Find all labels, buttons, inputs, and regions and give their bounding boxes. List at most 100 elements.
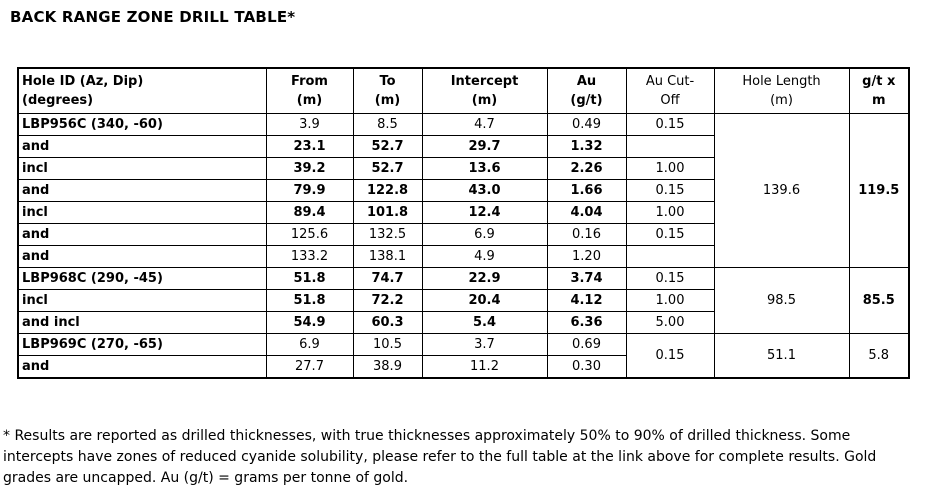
hole-id-cell: and xyxy=(17,179,267,202)
column-header-au: Au (g/t) xyxy=(546,67,627,114)
value-cell: 4.04 xyxy=(546,201,627,224)
column-header-from: From (m) xyxy=(265,67,354,114)
value-cell: 1.66 xyxy=(546,179,627,202)
value-cell xyxy=(625,135,715,158)
value-cell: 3.74 xyxy=(546,267,627,290)
value-cell: 101.8 xyxy=(352,201,423,224)
value-cell: 8.5 xyxy=(352,113,423,136)
hole-id-cell: and xyxy=(17,245,267,268)
hole-id-cell: and xyxy=(17,135,267,158)
value-cell: 1.00 xyxy=(625,157,715,180)
value-cell: 3.9 xyxy=(265,113,354,136)
table-row: and 23.1 52.7 29.7 1.32 xyxy=(17,135,909,158)
value-cell: 2.26 xyxy=(546,157,627,180)
value-cell: 0.15 xyxy=(625,223,715,246)
value-cell: 60.3 xyxy=(352,311,423,334)
value-cell: 52.7 xyxy=(352,135,423,158)
hole-id-cell: LBP969C (270, -65) xyxy=(17,333,267,356)
value-cell: 11.2 xyxy=(421,355,548,378)
hole-id-cell: LBP968C (290, -45) xyxy=(17,267,267,290)
value-cell: 3.7 xyxy=(421,333,548,356)
drill-table-body: LBP956C (340, -60) 3.9 8.5 4.7 0.49 0.15 139.6… xyxy=(17,113,910,378)
column-header-hole-length: Hole Length (m) xyxy=(713,67,850,114)
value-cell: 51.8 xyxy=(265,289,354,312)
header-row: Hole ID (Az, Dip) (degrees) From (m) To (m) In… xyxy=(17,67,910,114)
table-row: LBP969C (270, -65) 6.9 10.5 3.7 0.69 0.15 51.1… xyxy=(17,333,910,378)
table-row: LBP956C (340, -60) 3.9 8.5 4.7 0.49 0.15 139.6… xyxy=(17,113,910,268)
value-cell: 4.12 xyxy=(546,289,627,312)
value-cell: 0.15 xyxy=(625,267,715,290)
column-header-au-cutoff: Au Cut- Off xyxy=(625,67,715,114)
value-cell: 52.7 xyxy=(352,157,423,180)
value-cell: 43.0 xyxy=(421,179,548,202)
value-cell: 74.7 xyxy=(352,267,423,290)
value-cell: 5.00 xyxy=(625,311,715,334)
value-cell: 1.00 xyxy=(625,289,715,312)
value-cell: 22.9 xyxy=(421,267,548,290)
value-cell: 132.5 xyxy=(352,223,423,246)
value-cell: 0.16 xyxy=(546,223,627,246)
value-cell: 85.5 xyxy=(848,267,910,334)
value-cell: 39.2 xyxy=(265,157,354,180)
value-cell: 29.7 xyxy=(421,135,548,158)
value-cell: 1.32 xyxy=(546,135,627,158)
value-cell: 138.1 xyxy=(352,245,423,268)
column-header-to: To (m) xyxy=(352,67,423,114)
value-cell: 23.1 xyxy=(265,135,354,158)
hole-id-cell: incl xyxy=(17,201,267,224)
value-cell: 6.9 xyxy=(421,223,548,246)
table-row: and incl 54.9 60.3 5.4 6.36 5.00 xyxy=(17,311,909,334)
value-cell: 51.8 xyxy=(265,267,354,290)
footnote: * Results are reported as drilled thickn… xyxy=(3,428,877,486)
value-cell: 6.9 xyxy=(265,333,354,356)
column-header-intercept: Intercept (m) xyxy=(421,67,548,114)
table-row: and 27.7 38.9 11.2 0.30 xyxy=(17,355,909,378)
value-cell xyxy=(625,245,715,268)
value-cell: 38.9 xyxy=(352,355,423,378)
value-cell: 4.7 xyxy=(421,113,548,136)
value-cell: 0.30 xyxy=(546,355,627,378)
drill-table: Hole ID (Az, Dip) (degrees) From (m) To (m) In… xyxy=(17,67,910,379)
column-header-hole-id: Hole ID (Az, Dip) (degrees) xyxy=(17,67,267,114)
value-cell: 72.2 xyxy=(352,289,423,312)
value-cell: 122.8 xyxy=(352,179,423,202)
value-cell: 139.6 xyxy=(713,113,850,268)
value-cell: 98.5 xyxy=(713,267,850,334)
value-cell: 125.6 xyxy=(265,223,354,246)
value-cell: 4.9 xyxy=(421,245,548,268)
value-cell: 0.15 xyxy=(625,179,715,202)
hole-id-cell: and xyxy=(17,355,267,378)
value-cell: 51.1 xyxy=(713,333,850,378)
value-cell: 1.00 xyxy=(625,201,715,224)
table-row: incl 89.4 101.8 12.4 4.04 1.00 xyxy=(17,201,909,224)
value-cell: 5.4 xyxy=(421,311,548,334)
value-cell: 119.5 xyxy=(848,113,910,268)
hole-id-cell: and incl xyxy=(17,311,267,334)
hole-id-cell: incl xyxy=(17,289,267,312)
page-title: BACK RANGE ZONE DRILL TABLE* xyxy=(10,8,296,26)
hole-id-cell: and xyxy=(17,223,267,246)
value-cell: 133.2 xyxy=(265,245,354,268)
table-row: and 125.6 132.5 6.9 0.16 0.15 xyxy=(17,223,909,246)
value-cell: 10.5 xyxy=(352,333,423,356)
table-row: LBP968C (290, -45) 51.8 74.7 22.9 3.74 0.15 98… xyxy=(17,267,910,334)
value-cell: 6.36 xyxy=(546,311,627,334)
value-cell: 54.9 xyxy=(265,311,354,334)
value-cell: 1.20 xyxy=(546,245,627,268)
value-cell: 13.6 xyxy=(421,157,548,180)
value-cell: 0.15 xyxy=(625,333,715,378)
value-cell: 0.49 xyxy=(546,113,627,136)
hole-id-cell: LBP956C (340, -60) xyxy=(17,113,267,136)
value-cell: 79.9 xyxy=(265,179,354,202)
table-row: incl 51.8 72.2 20.4 4.12 1.00 xyxy=(17,289,909,312)
value-cell: 5.8 xyxy=(848,333,910,378)
value-cell: 20.4 xyxy=(421,289,548,312)
value-cell: 0.69 xyxy=(546,333,627,356)
value-cell: 0.15 xyxy=(625,113,715,136)
value-cell: 12.4 xyxy=(421,201,548,224)
hole-id-cell: incl xyxy=(17,157,267,180)
value-cell: 27.7 xyxy=(265,355,354,378)
value-cell: 89.4 xyxy=(265,201,354,224)
table-row: and 79.9 122.8 43.0 1.66 0.15 xyxy=(17,179,909,202)
